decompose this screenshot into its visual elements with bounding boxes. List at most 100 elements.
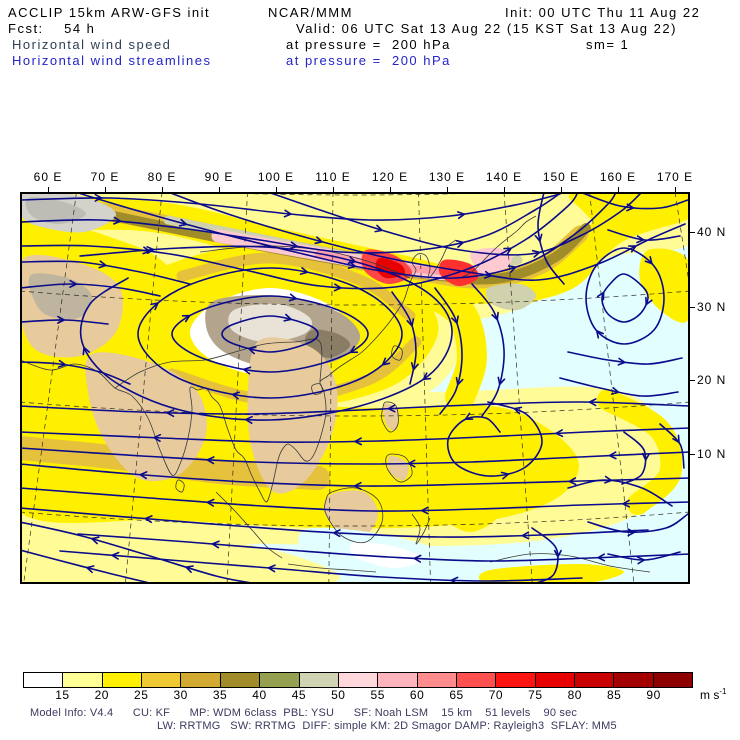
colorbar-tick-label: 85: [606, 688, 622, 702]
colorbar-tick-label: 25: [134, 688, 149, 702]
lon-tick-label: 80 E: [147, 170, 177, 184]
streamline-arrow: [455, 376, 464, 386]
colorbar-cell: [101, 673, 142, 687]
colorbar-tick-label: 70: [488, 688, 504, 702]
streamline-arrow: [181, 314, 191, 323]
streamline-arrow: [500, 471, 510, 480]
streamline-arrow: [407, 459, 416, 468]
streamline-arrow: [139, 471, 148, 480]
streamline-arrow: [267, 564, 276, 573]
streamline-arrow: [644, 256, 653, 265]
streamline-arrow: [451, 315, 459, 324]
streamline-arrow: [628, 245, 637, 253]
streamlines: [20, 192, 690, 584]
model-info-line2: LW: RRTMG SW: RRTMG DIFF: simple KM: 2D …: [157, 720, 617, 732]
streamline-arrow: [86, 565, 95, 574]
colorbar-cell: [180, 673, 220, 687]
streamline-arrow: [387, 404, 396, 413]
colorbar-cell: [455, 673, 496, 687]
colorbar-tick-label: 50: [331, 688, 346, 702]
streamline-arrow: [146, 246, 155, 254]
streamline-arrow: [626, 203, 635, 212]
streamline-arrow: [555, 429, 564, 438]
streamline-arrow: [410, 362, 419, 371]
init-time-label: Init: 00 UTC Thu 11 Aug 22: [505, 5, 701, 20]
colorbar-tick-label: 60: [409, 688, 425, 702]
lat-tick-label: 30 N: [697, 300, 727, 314]
colorbar-tick-label: 55: [370, 688, 385, 702]
streamline-arrow: [144, 515, 153, 524]
streamline-arrow: [491, 311, 499, 321]
streamline-arrow: [206, 456, 215, 465]
streamline-arrow: [534, 233, 543, 242]
streamline-arrow: [531, 249, 541, 258]
streamline-arrow: [332, 529, 341, 538]
colorbar-cell: [574, 673, 614, 687]
lon-tick: [333, 187, 334, 192]
streamline-arrow: [248, 346, 257, 355]
streamline-arrow: [333, 283, 342, 292]
lon-tick: [162, 187, 163, 192]
plot-title: ACCLIP 15km ARW-GFS init: [8, 5, 211, 20]
streamline-arrow: [231, 391, 240, 400]
streamline-arrow: [98, 260, 107, 269]
lat-tick: [690, 454, 695, 455]
colorbar-tick-label: 75: [528, 688, 543, 702]
streamline-arrow: [608, 451, 617, 460]
streamline-arrow: [178, 218, 188, 227]
streamline-arrow: [111, 551, 120, 560]
streamline-arrow: [568, 477, 577, 486]
map-border: [20, 192, 690, 584]
streamline-arrow: [503, 247, 512, 256]
streamline-arrow: [588, 398, 597, 407]
org-label: NCAR/MMM: [268, 5, 353, 20]
lon-tick-label: 90 E: [204, 170, 234, 184]
streamline-arrow: [283, 209, 292, 218]
lon-tick: [390, 187, 391, 192]
streamline-arrow: [153, 433, 162, 442]
streamline-arrow: [521, 531, 530, 540]
streamline-arrow: [150, 302, 159, 311]
pressure-level-speed: at pressure = 200 hPa: [286, 37, 451, 52]
pressure-level-streamlines: at pressure = 200 hPa: [286, 53, 451, 68]
streamline-arrow: [406, 318, 415, 327]
colorbar-tick-label: 65: [449, 688, 464, 702]
streamline-arrow: [596, 330, 604, 339]
colorbar-tick-label: 20: [94, 688, 109, 702]
streamline-arrow: [413, 554, 422, 563]
lon-tick-label: 120 E: [371, 170, 409, 184]
streamline-arrow: [82, 346, 91, 356]
lon-tick: [675, 187, 676, 192]
streamline-arrow: [166, 409, 175, 418]
colorbar-tick-label: 35: [212, 688, 228, 702]
colorbar-cell: [24, 673, 63, 687]
lon-tick-label: 100 E: [257, 170, 295, 184]
lon-tick: [48, 187, 49, 192]
streamline-arrow: [513, 406, 523, 415]
colorbar-tick-label: 90: [646, 688, 661, 702]
map-frame: [20, 192, 690, 584]
wind-speed-colorbar: [23, 672, 693, 688]
colorbar-tick-label: 45: [291, 688, 307, 702]
lat-tick: [690, 380, 695, 381]
streamline-arrow: [57, 359, 66, 368]
streamline-arrow: [288, 293, 297, 302]
colorbar-tick-label: 15: [55, 688, 70, 702]
map-layers: [20, 192, 690, 584]
valid-time-label: Valid: 06 UTC Sat 13 Aug 22 (15 KST Sat …: [296, 21, 677, 36]
colorbar-cell: [141, 673, 181, 687]
colorbar-tick-label: 30: [173, 688, 188, 702]
colorbar-tick-label: 40: [252, 688, 267, 702]
colorbar-units: m s-1: [700, 687, 727, 702]
lon-tick-label: 60 E: [33, 170, 63, 184]
streamline-arrow: [422, 372, 432, 381]
streamline-arrow: [374, 224, 383, 233]
field-streamlines-label: Horizontal wind streamlines: [12, 53, 212, 68]
lon-tick: [504, 187, 505, 192]
streamline-arrow: [354, 437, 363, 446]
lat-tick-label: 20 N: [697, 373, 727, 387]
streamline-arrow: [347, 256, 356, 264]
streamline-arrow: [483, 270, 493, 279]
lon-tick: [447, 187, 448, 192]
